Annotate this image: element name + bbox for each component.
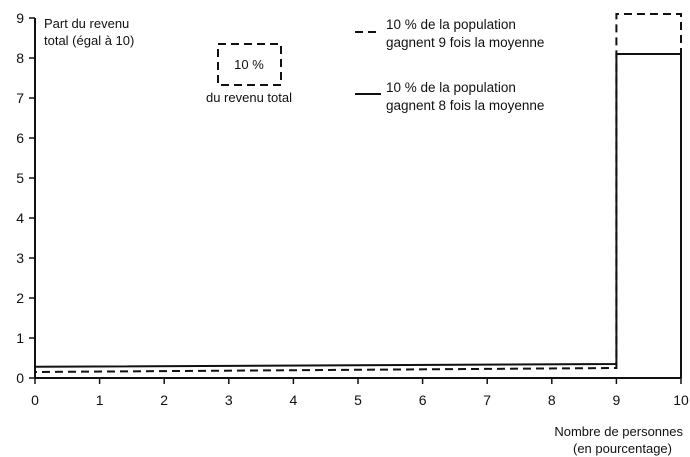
x-tick-label: 6: [419, 392, 427, 408]
y-tick-label: 2: [16, 290, 24, 306]
x-axis-label-line-1: Nombre de personnes: [554, 424, 683, 439]
y-axis-label-line-1: Part du revenu: [44, 16, 129, 31]
y-tick-label: 7: [16, 90, 24, 106]
x-tick-label: 8: [548, 392, 556, 408]
legend-dashed-line-2: gagnent 9 fois la moyenne: [386, 35, 544, 50]
annotation-dashed-box: [217, 43, 282, 86]
x-tick-label: 3: [225, 392, 233, 408]
x-axis-label-line-2: (en pourcentage): [573, 441, 672, 456]
y-tick-label: 3: [16, 250, 24, 266]
series-dashed-outline: [34, 13, 682, 378]
x-tick-label: 1: [96, 392, 104, 408]
legend-dashed-line-1: 10 % de la population: [386, 17, 516, 32]
x-tick-label: 10: [673, 392, 689, 408]
x-tick-label: 2: [160, 392, 168, 408]
y-tick-label: 6: [16, 130, 24, 146]
y-tick-label: 1: [16, 330, 24, 346]
annotation-caption: du revenu total: [206, 90, 292, 105]
x-tick-label: 4: [290, 392, 298, 408]
x-tick-label: 0: [31, 392, 39, 408]
y-tick-label: 0: [16, 370, 24, 386]
annotation-box-label: 10 %: [234, 57, 264, 72]
y-tick-label: 4: [16, 210, 24, 226]
x-tick-label: 7: [483, 392, 491, 408]
y-tick-label: 9: [16, 10, 24, 26]
y-axis-label-line-2: total (égal à 10): [44, 33, 134, 48]
y-tick-label: 8: [16, 50, 24, 66]
legend-solid-line-2: gagnent 8 fois la moyenne: [386, 98, 544, 113]
series-solid-outline: [34, 53, 682, 378]
x-tick-label: 9: [613, 392, 621, 408]
ticks-layer: 0 1 2 3 4 5 6 7 8 9 10 0 1 2 3 4 5 6 7 8 9: [16, 10, 689, 408]
x-tick-label: 5: [354, 392, 362, 408]
legend-solid-line-1: 10 % de la population: [386, 80, 516, 95]
series-layer: [34, 13, 682, 378]
y-tick-label: 5: [16, 170, 24, 186]
